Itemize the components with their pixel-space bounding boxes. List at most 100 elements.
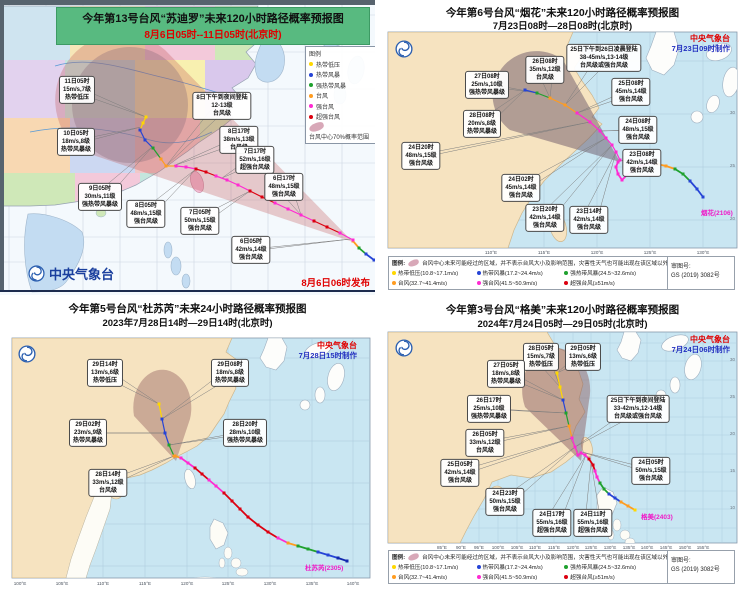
legend-item: 热带风暴(17.2~24.4m/s) — [476, 563, 565, 571]
legend-item: 热带低压 — [309, 60, 373, 69]
map-valid-period: 7月23日08时—28日08时(北京时) — [492, 21, 633, 32]
svg-text:130°E: 130°E — [264, 581, 277, 586]
made-time: 7月23日09时制作 — [671, 43, 730, 53]
track-point-label: 29日05时 13m/s,6级 热带低压 — [564, 342, 602, 372]
svg-text:130°E: 130°E — [697, 250, 710, 255]
track-point-label: 10日05时 18m/s,8级 热带风暴级 — [56, 127, 96, 157]
cma-logo: 中央气象台 — [28, 264, 114, 283]
legend-prefix: 图例: — [392, 261, 406, 267]
svg-text:20: 20 — [730, 216, 735, 221]
track-point-label: 6日05时 42m/s,14级 强台风级 — [231, 235, 271, 265]
map-title: 今年第13号台风“苏迪罗”未来120小时路径概率预报图 — [82, 13, 344, 25]
category-dot-icon — [564, 575, 569, 579]
legend-item: 强台风(41.5~50.9m/s) — [476, 279, 565, 287]
review-number: GS (2019) 3082号 — [671, 567, 720, 573]
track-point-label: 25日下午到夜间登陆 33-42m/s,12-14级 台风级或强台风级 — [606, 394, 670, 424]
made-time: 7月28日15时制作 — [298, 350, 357, 360]
svg-text:30: 30 — [730, 110, 735, 115]
legend-item: 强热带风暴(24.5~32.6m/s) — [564, 563, 664, 571]
svg-text:105°E: 105°E — [511, 545, 524, 550]
legend-title: 图例 — [309, 52, 322, 58]
svg-text:110°E: 110°E — [97, 581, 109, 586]
category-dot-icon — [309, 62, 313, 66]
svg-text:125°E: 125°E — [222, 581, 235, 586]
track-point-label: 25日下午到26日凌晨登陆 38-45m/s,13-14级 台风级或强台风级 — [566, 43, 642, 73]
issue-time: 8月6日06时发布 — [301, 278, 370, 289]
panel-typhoon-gaemi: 今年第3号台风“格美”未来120小时路径概率预报图 2024年7月24日05时—… — [375, 295, 750, 590]
category-dot-icon — [476, 575, 481, 579]
track-point-label: 29日14时 13m/s,6级 热带低压 — [86, 358, 124, 388]
legend-item: 强台风(41.5~50.9m/s) — [476, 573, 565, 581]
legend-item: 超强台风(≥51m/s) — [564, 279, 664, 287]
track-point-label: 11日05时 15m/s,7级 热带低压 — [58, 75, 96, 105]
legend-items: 热带低压(10.8~17.1m/s) 热带风暴(17.2~24.4m/s) 强热带风… — [392, 269, 664, 287]
track-point-label: 24日08时 48m/s,15级 强台风级 — [618, 115, 658, 145]
svg-text:25: 25 — [730, 394, 735, 399]
legend-item: 台风 — [309, 91, 373, 100]
svg-text:155°E: 155°E — [697, 545, 710, 550]
svg-text:85°E: 85°E — [437, 545, 447, 550]
legend-item: 台风(32.7~41.4m/s) — [392, 573, 477, 581]
map-credit: 中央气象台 7月24日06时制作 — [672, 335, 730, 354]
category-dot-icon — [392, 565, 396, 569]
legend-item: 超强台风 — [309, 112, 373, 121]
legend-sentence: 台风中心未来可能经过的区域，并不表示台风大小及影响范围，灾害性天气也可能出现在该… — [422, 555, 669, 561]
track-point-label: 24日02时 45m/s,14级 强台风级 — [501, 173, 541, 203]
svg-text:150°E: 150°E — [679, 545, 692, 550]
svg-text:115°E: 115°E — [139, 581, 151, 586]
svg-text:90°E: 90°E — [456, 545, 466, 550]
category-dot-icon — [309, 72, 313, 77]
legend-item: 强热带风暴 — [309, 81, 373, 90]
legend-item: 强热带风暴(24.5~32.6m/s) — [564, 269, 664, 277]
category-dot-icon — [309, 93, 313, 98]
svg-text:20: 20 — [730, 431, 735, 436]
legend-item: 热带风暴(17.2~24.4m/s) — [476, 269, 565, 277]
map-credit: 中央气象台 7月28日15时制作 — [299, 341, 357, 360]
legend-item: 强台风 — [309, 102, 373, 111]
agency-name: 中央气象台 — [49, 267, 115, 282]
svg-text:120°E: 120°E — [181, 581, 194, 586]
legend-strip: 图例: 台风中心未来可能经过的区域，并不表示台风大小及影响范围，灾害性天气也可能… — [388, 550, 735, 584]
cma-swirl-icon — [18, 345, 36, 363]
panel-typhoon-doksuri: 今年第5号台风“杜苏芮”未来24小时路径概率预报图 2023年7月28日14时—… — [0, 295, 375, 590]
legend-cone-label: 台风中心70%概率范围 — [309, 135, 370, 141]
cma-swirl-icon — [395, 339, 413, 357]
category-dot-icon — [309, 114, 313, 119]
track-point-label: 8日下午到夜间登陆 12-13级 台风级 — [192, 91, 252, 121]
legend-main: 图例: 台风中心未来可能经过的区域，并不表示台风大小及影响范围，灾害性天气也可能… — [389, 551, 669, 583]
panel-typhoon-sudelor: 今年第13号台风“苏迪罗”未来120小时路径概率预报图 8月6日05时--11日… — [0, 0, 375, 295]
track-point-label: 29日08时 18m/s,8级 热带风暴级 — [210, 358, 250, 388]
review-label: 审图号: — [671, 558, 691, 564]
agency-name: 中央气象台 — [690, 34, 730, 43]
svg-text:100°E: 100°E — [492, 545, 505, 550]
cone-glyph-icon — [308, 120, 325, 133]
svg-text:130°E: 130°E — [604, 545, 617, 550]
track-point-label: 24日23时 50m/s,15级 强台风级 — [485, 487, 525, 517]
legend-items: 热带低压 热带风暴 强热带风暴 台风 强台风 超强台风 — [309, 60, 373, 121]
svg-text:10: 10 — [730, 505, 735, 510]
track-point-label: 8日05时 48m/s,15级 强台风级 — [126, 199, 166, 229]
frame-bottom-bar — [0, 290, 375, 292]
svg-text:115°E: 115°E — [538, 250, 550, 255]
review-number-box: 审图号: GS (2019) 3082号 — [667, 551, 734, 583]
track-point-label: 26日17时 25m/s,10级 强热带风暴级 — [466, 394, 512, 424]
track-point-label: 23日08时 42m/s,14级 强台风级 — [622, 148, 662, 178]
map-title: 今年第5号台风“杜苏芮”未来24小时路径概率预报图 — [68, 303, 307, 315]
category-dot-icon — [564, 271, 569, 275]
track-point-label: 28日05时 15m/s,7级 热带低压 — [522, 342, 560, 372]
map-valid-period: 2024年7月24日05时—29日05时(北京时) — [477, 319, 648, 330]
panel-typhoon-infa: 今年第6号台风“烟花”未来120小时路径概率预报图 7月23日08时—28日08… — [375, 0, 750, 295]
legend-item: 热带低压(10.8~17.1m/s) — [392, 269, 477, 277]
track-point-label: 9日05时 30m/s,11级 强热带风暴级 — [77, 182, 123, 212]
category-dot-icon — [392, 271, 396, 275]
legend-main: 图例: 台风中心未来可能经过的区域，并不表示台风大小及影响范围，灾害性天气也可能… — [389, 257, 668, 289]
category-dot-icon — [309, 104, 313, 108]
category-dot-icon — [564, 565, 569, 569]
category-dot-icon — [392, 575, 396, 579]
track-point-label: 27日05时 18m/s,8级 热带风暴级 — [486, 359, 526, 389]
map-title-banner: 今年第13号台风“苏迪罗”未来120小时路径概率预报图 8月6日05时--11日… — [56, 7, 370, 45]
review-number: GS (2019) 3082号 — [671, 273, 720, 279]
made-time: 7月24日06时制作 — [671, 344, 730, 354]
svg-text:15: 15 — [730, 468, 735, 473]
cone-glyph-icon — [407, 258, 420, 268]
